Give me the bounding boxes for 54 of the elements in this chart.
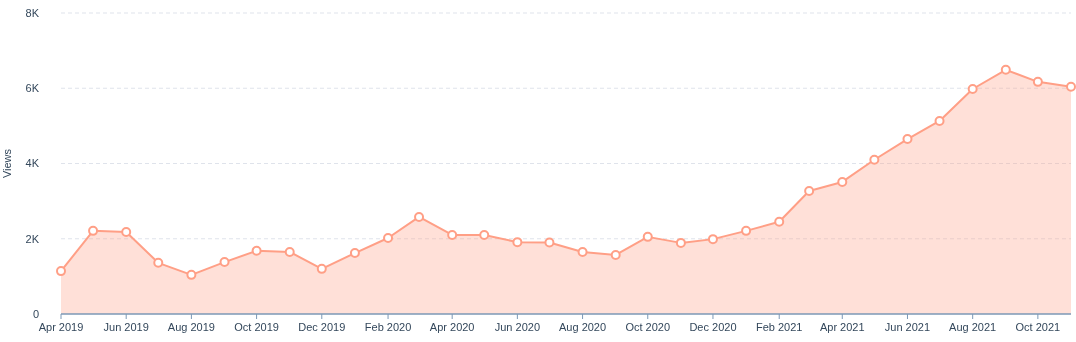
point bbox=[88, 225, 99, 236]
point bbox=[707, 234, 718, 245]
point bbox=[219, 257, 230, 268]
point bbox=[512, 237, 523, 248]
point bbox=[383, 233, 394, 243]
x-tick-label: Feb 2020 bbox=[364, 321, 412, 333]
point bbox=[869, 154, 880, 165]
point bbox=[251, 245, 262, 256]
x-tick-label: Oct 2020 bbox=[625, 321, 671, 333]
point bbox=[544, 237, 555, 248]
x-tick-label: Aug 2019 bbox=[167, 321, 215, 333]
point bbox=[186, 269, 197, 280]
x-tick-label: Jun 2020 bbox=[494, 321, 540, 333]
point bbox=[902, 134, 913, 145]
point bbox=[56, 266, 66, 277]
point bbox=[349, 248, 360, 259]
x-tick-label: Jun 2019 bbox=[103, 321, 149, 333]
point bbox=[1032, 76, 1043, 87]
x-tick-label: Apr 2021 bbox=[819, 321, 865, 333]
point bbox=[447, 229, 458, 240]
y-tick-label: 0 bbox=[32, 307, 39, 320]
point bbox=[675, 237, 686, 248]
point bbox=[741, 225, 752, 236]
x-tick-label: Aug 2021 bbox=[949, 321, 997, 333]
x-tick-label: Jun 2021 bbox=[884, 321, 931, 333]
point bbox=[414, 211, 425, 222]
x-tick-label: Aug 2020 bbox=[559, 321, 607, 333]
y-tick-label: 8K bbox=[25, 6, 40, 19]
point bbox=[934, 115, 945, 126]
point bbox=[804, 185, 815, 196]
point bbox=[774, 216, 785, 227]
point bbox=[577, 246, 588, 257]
y-tick-label: 2K bbox=[25, 232, 40, 245]
point bbox=[284, 246, 295, 257]
point bbox=[967, 84, 978, 94]
point bbox=[642, 231, 653, 242]
point bbox=[837, 176, 848, 187]
point bbox=[153, 257, 164, 268]
y-tick-label: 6K bbox=[25, 82, 40, 95]
x-tick-label: Apr 2019 bbox=[38, 321, 84, 333]
x-tick-label: Feb 2021 bbox=[755, 321, 803, 333]
point bbox=[121, 226, 132, 237]
y-axis-title: Views bbox=[1, 148, 13, 179]
x-tick-label: Oct 2021 bbox=[1015, 321, 1061, 333]
point bbox=[610, 249, 621, 260]
x-tick-label: Oct 2019 bbox=[234, 321, 279, 333]
x-tick-label: Dec 2019 bbox=[298, 321, 346, 333]
y-tick-label: 4K bbox=[25, 157, 40, 170]
x-tick-label: Apr 2020 bbox=[429, 321, 475, 333]
point bbox=[1000, 64, 1011, 75]
point bbox=[316, 263, 327, 274]
x-tick-label: Dec 2020 bbox=[689, 321, 737, 333]
point bbox=[479, 229, 490, 240]
point bbox=[1066, 81, 1076, 92]
